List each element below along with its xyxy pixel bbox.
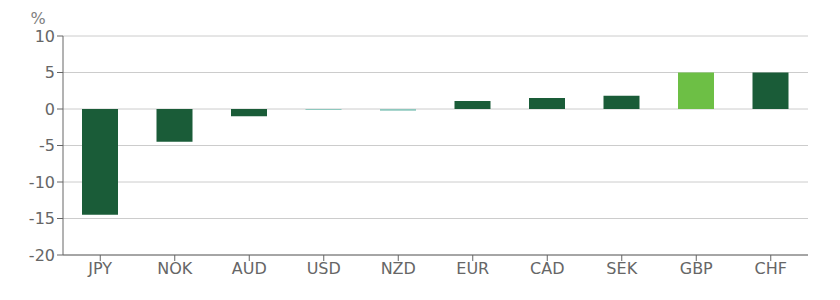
svg-text:%: % (30, 9, 45, 28)
svg-text:NZD: NZD (381, 259, 416, 278)
svg-text:USD: USD (307, 259, 341, 278)
svg-text:-20: -20 (29, 246, 55, 265)
svg-text:NOK: NOK (157, 259, 193, 278)
svg-text:SEK: SEK (606, 259, 637, 278)
svg-text:EUR: EUR (456, 259, 489, 278)
svg-text:10: 10 (35, 27, 55, 46)
svg-text:AUD: AUD (232, 259, 267, 278)
svg-text:-10: -10 (29, 173, 55, 192)
svg-text:-5: -5 (39, 136, 55, 155)
svg-text:JPY: JPY (87, 259, 112, 278)
svg-text:0: 0 (45, 100, 55, 119)
svg-text:5: 5 (45, 63, 55, 82)
svg-text:GBP: GBP (680, 259, 713, 278)
svg-text:CAD: CAD (530, 259, 564, 278)
svg-text:-15: -15 (29, 209, 55, 228)
svg-text:CHF: CHF (755, 259, 787, 278)
